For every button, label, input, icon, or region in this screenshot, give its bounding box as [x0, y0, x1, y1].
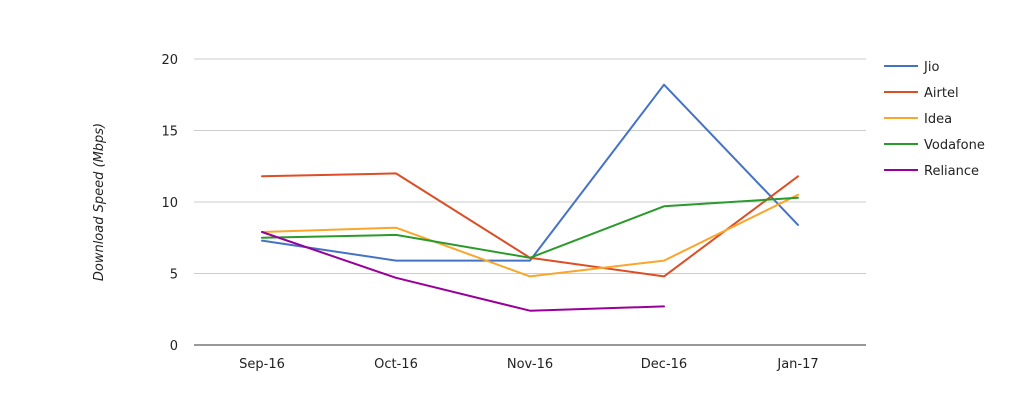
legend-label-jio: Jio: [923, 60, 939, 75]
legend-label-vodafone: Vodafone: [924, 138, 985, 153]
y-tick-label: 20: [161, 53, 178, 68]
chart-legend: Jio Airtel Idea Vodafone Reliance: [884, 60, 985, 179]
y-tick-label: 15: [161, 125, 178, 140]
legend-label-idea: Idea: [924, 112, 952, 127]
x-tick-label: Dec-16: [641, 357, 687, 372]
series-line-idea: [261, 193, 799, 278]
x-axis-ticks: Sep-16 Oct-16 Nov-16 Dec-16 Jan-17: [239, 357, 819, 372]
series-line-jio: [261, 83, 799, 262]
y-axis-title: Download Speed (Mbps): [92, 123, 107, 281]
y-tick-label: 10: [161, 196, 178, 211]
y-tick-label: 5: [170, 268, 178, 283]
x-tick-label: Sep-16: [239, 357, 285, 372]
x-tick-label: Nov-16: [507, 357, 553, 372]
series-line-reliance: [261, 231, 665, 312]
legend-label-airtel: Airtel: [924, 86, 959, 101]
legend-label-reliance: Reliance: [924, 164, 979, 179]
x-tick-label: Oct-16: [374, 357, 418, 372]
chart-series: [261, 83, 799, 312]
chart-gridlines: [194, 58, 866, 346]
series-line-vodafone: [261, 196, 799, 259]
x-tick-label: Jan-17: [776, 357, 818, 372]
y-tick-label: 0: [170, 339, 178, 354]
y-axis-ticks: 0 5 10 15 20: [161, 53, 178, 354]
